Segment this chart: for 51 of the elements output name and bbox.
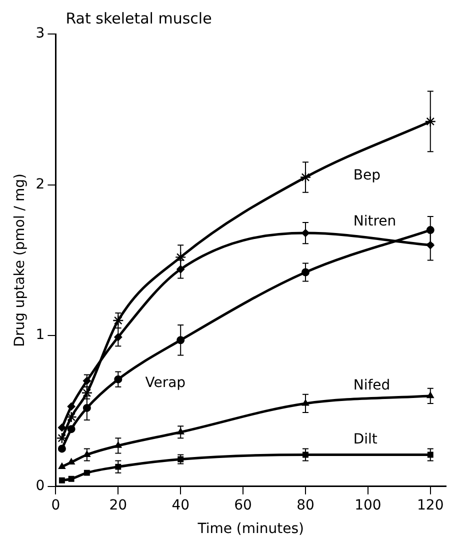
point bbox=[66, 411, 77, 423]
point bbox=[177, 428, 184, 434]
x-tick-label: 60 bbox=[234, 497, 252, 514]
x-axis-title: Time (minutes) bbox=[196, 521, 304, 538]
point bbox=[68, 458, 75, 465]
x-tick-label: 100 bbox=[354, 497, 382, 514]
point bbox=[58, 462, 66, 470]
y-tick-label: 1 bbox=[36, 327, 45, 344]
point bbox=[68, 476, 74, 482]
point bbox=[175, 252, 186, 263]
point bbox=[176, 265, 185, 274]
series-label: Nifed bbox=[353, 378, 390, 394]
y-tick-label: 3 bbox=[36, 26, 45, 42]
point bbox=[301, 229, 310, 238]
point bbox=[82, 376, 91, 385]
y-tick-label: 2 bbox=[36, 176, 45, 192]
x-tick-label: 0 bbox=[51, 497, 60, 514]
point bbox=[58, 477, 65, 484]
point bbox=[67, 425, 76, 434]
series-label: Nitren bbox=[353, 214, 396, 230]
series-label: Dilt bbox=[353, 431, 378, 448]
y-axis-title: Drug uptake (pmol / mg) bbox=[12, 174, 28, 347]
point bbox=[426, 392, 434, 398]
point bbox=[83, 450, 90, 457]
x-tick-label: 120 bbox=[417, 497, 444, 514]
point bbox=[426, 241, 434, 250]
chart-title: Rat skeletal muscle bbox=[66, 9, 212, 28]
point bbox=[301, 268, 310, 276]
point bbox=[426, 226, 434, 234]
x-tick-label: 40 bbox=[172, 497, 190, 514]
point bbox=[114, 442, 122, 448]
x-tick-label: 80 bbox=[296, 497, 314, 514]
point bbox=[302, 452, 308, 458]
point bbox=[300, 172, 312, 183]
point bbox=[427, 452, 434, 458]
point bbox=[82, 404, 91, 412]
point bbox=[114, 333, 122, 342]
point bbox=[114, 375, 122, 384]
point bbox=[424, 116, 436, 128]
point bbox=[58, 424, 66, 432]
point bbox=[302, 399, 310, 406]
point bbox=[112, 314, 124, 326]
x-tick-label: 20 bbox=[109, 497, 128, 514]
point bbox=[84, 470, 90, 476]
point bbox=[176, 336, 185, 344]
point bbox=[58, 444, 66, 453]
series-label: Verap bbox=[145, 374, 186, 391]
point bbox=[115, 464, 122, 470]
point bbox=[67, 402, 76, 410]
y-tick-label: 0 bbox=[36, 478, 45, 494]
series-label: Bep bbox=[353, 167, 381, 184]
